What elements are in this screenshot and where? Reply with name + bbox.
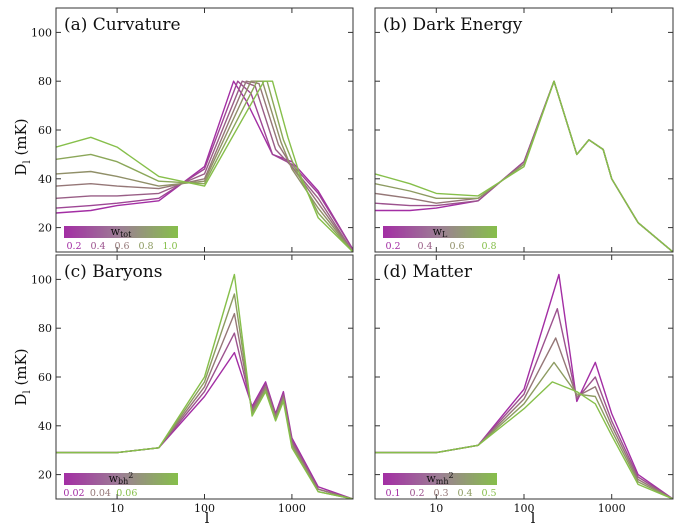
x-axis-label-left: l xyxy=(205,509,210,527)
y-tick-label: 80 xyxy=(38,75,52,88)
series-line xyxy=(56,80,353,250)
series-line xyxy=(56,80,353,250)
y-tick-label: 40 xyxy=(38,173,52,186)
y-tick-label: 80 xyxy=(38,322,52,335)
x-tick-label: 100 xyxy=(514,502,535,515)
x-tick-label: 1000 xyxy=(598,502,626,515)
legend-tick-label: 0.8 xyxy=(138,241,153,252)
series-line xyxy=(56,80,353,252)
panel-title: (a) Curvature xyxy=(64,15,181,35)
legend-tick-label: 0.6 xyxy=(449,241,464,252)
legend-tick-label: 0.06 xyxy=(116,488,137,499)
legend-tick-label: 0.6 xyxy=(114,241,129,252)
legend-tick-label: 0.2 xyxy=(409,488,424,499)
y-tick-label: 20 xyxy=(38,469,52,482)
x-tick-label: 10 xyxy=(429,502,443,515)
legend-tick-label: 0.2 xyxy=(385,241,400,252)
legend-tick-label: 1.0 xyxy=(162,241,177,252)
panel-title: (b) Dark Energy xyxy=(383,15,523,35)
y-tick-label: 40 xyxy=(38,420,52,433)
y-axis-label-bottom: Dl (mK) xyxy=(12,348,33,405)
legend-colorbar xyxy=(383,473,497,485)
legend-tick-label: 0.4 xyxy=(90,241,105,252)
legend-colorbar xyxy=(64,473,178,485)
series-line xyxy=(56,312,353,499)
y-tick-label: 60 xyxy=(38,124,52,137)
legend-tick-label: 0.2 xyxy=(66,241,81,252)
y-tick-label: 60 xyxy=(38,371,52,384)
y-tick-label: 100 xyxy=(31,273,52,286)
legend-tick-label: 0.3 xyxy=(433,488,448,499)
series-line xyxy=(375,80,673,252)
legend-colorbar xyxy=(383,226,497,238)
plot-frame xyxy=(374,7,674,253)
legend-tick-label: 0.5 xyxy=(481,488,496,499)
y-axis-label-top: Dl (mK) xyxy=(12,118,33,175)
legend-tick-label: 0.02 xyxy=(63,488,84,499)
legend-tick-label: 0.1 xyxy=(385,488,400,499)
legend-tick-label: 0.4 xyxy=(457,488,472,499)
plot-frame xyxy=(55,7,354,253)
y-tick-label: 100 xyxy=(31,26,52,39)
y-tick-label: 20 xyxy=(38,222,52,235)
legend-tick-label: 0.8 xyxy=(481,241,496,252)
panel-title: (c) Baryons xyxy=(64,262,162,282)
legend-tick-label: 0.04 xyxy=(90,488,111,499)
x-axis-label-right: l xyxy=(531,509,536,527)
series-line xyxy=(375,381,673,499)
legend-tick-label: 0.4 xyxy=(417,241,432,252)
x-tick-label: 1000 xyxy=(278,502,306,515)
panel-title: (d) Matter xyxy=(383,262,473,282)
x-tick-label: 100 xyxy=(194,502,215,515)
series-line xyxy=(56,273,353,499)
legend-colorbar xyxy=(64,226,178,238)
x-tick-label: 10 xyxy=(110,502,124,515)
series-line xyxy=(56,80,353,252)
series-line xyxy=(56,80,353,252)
